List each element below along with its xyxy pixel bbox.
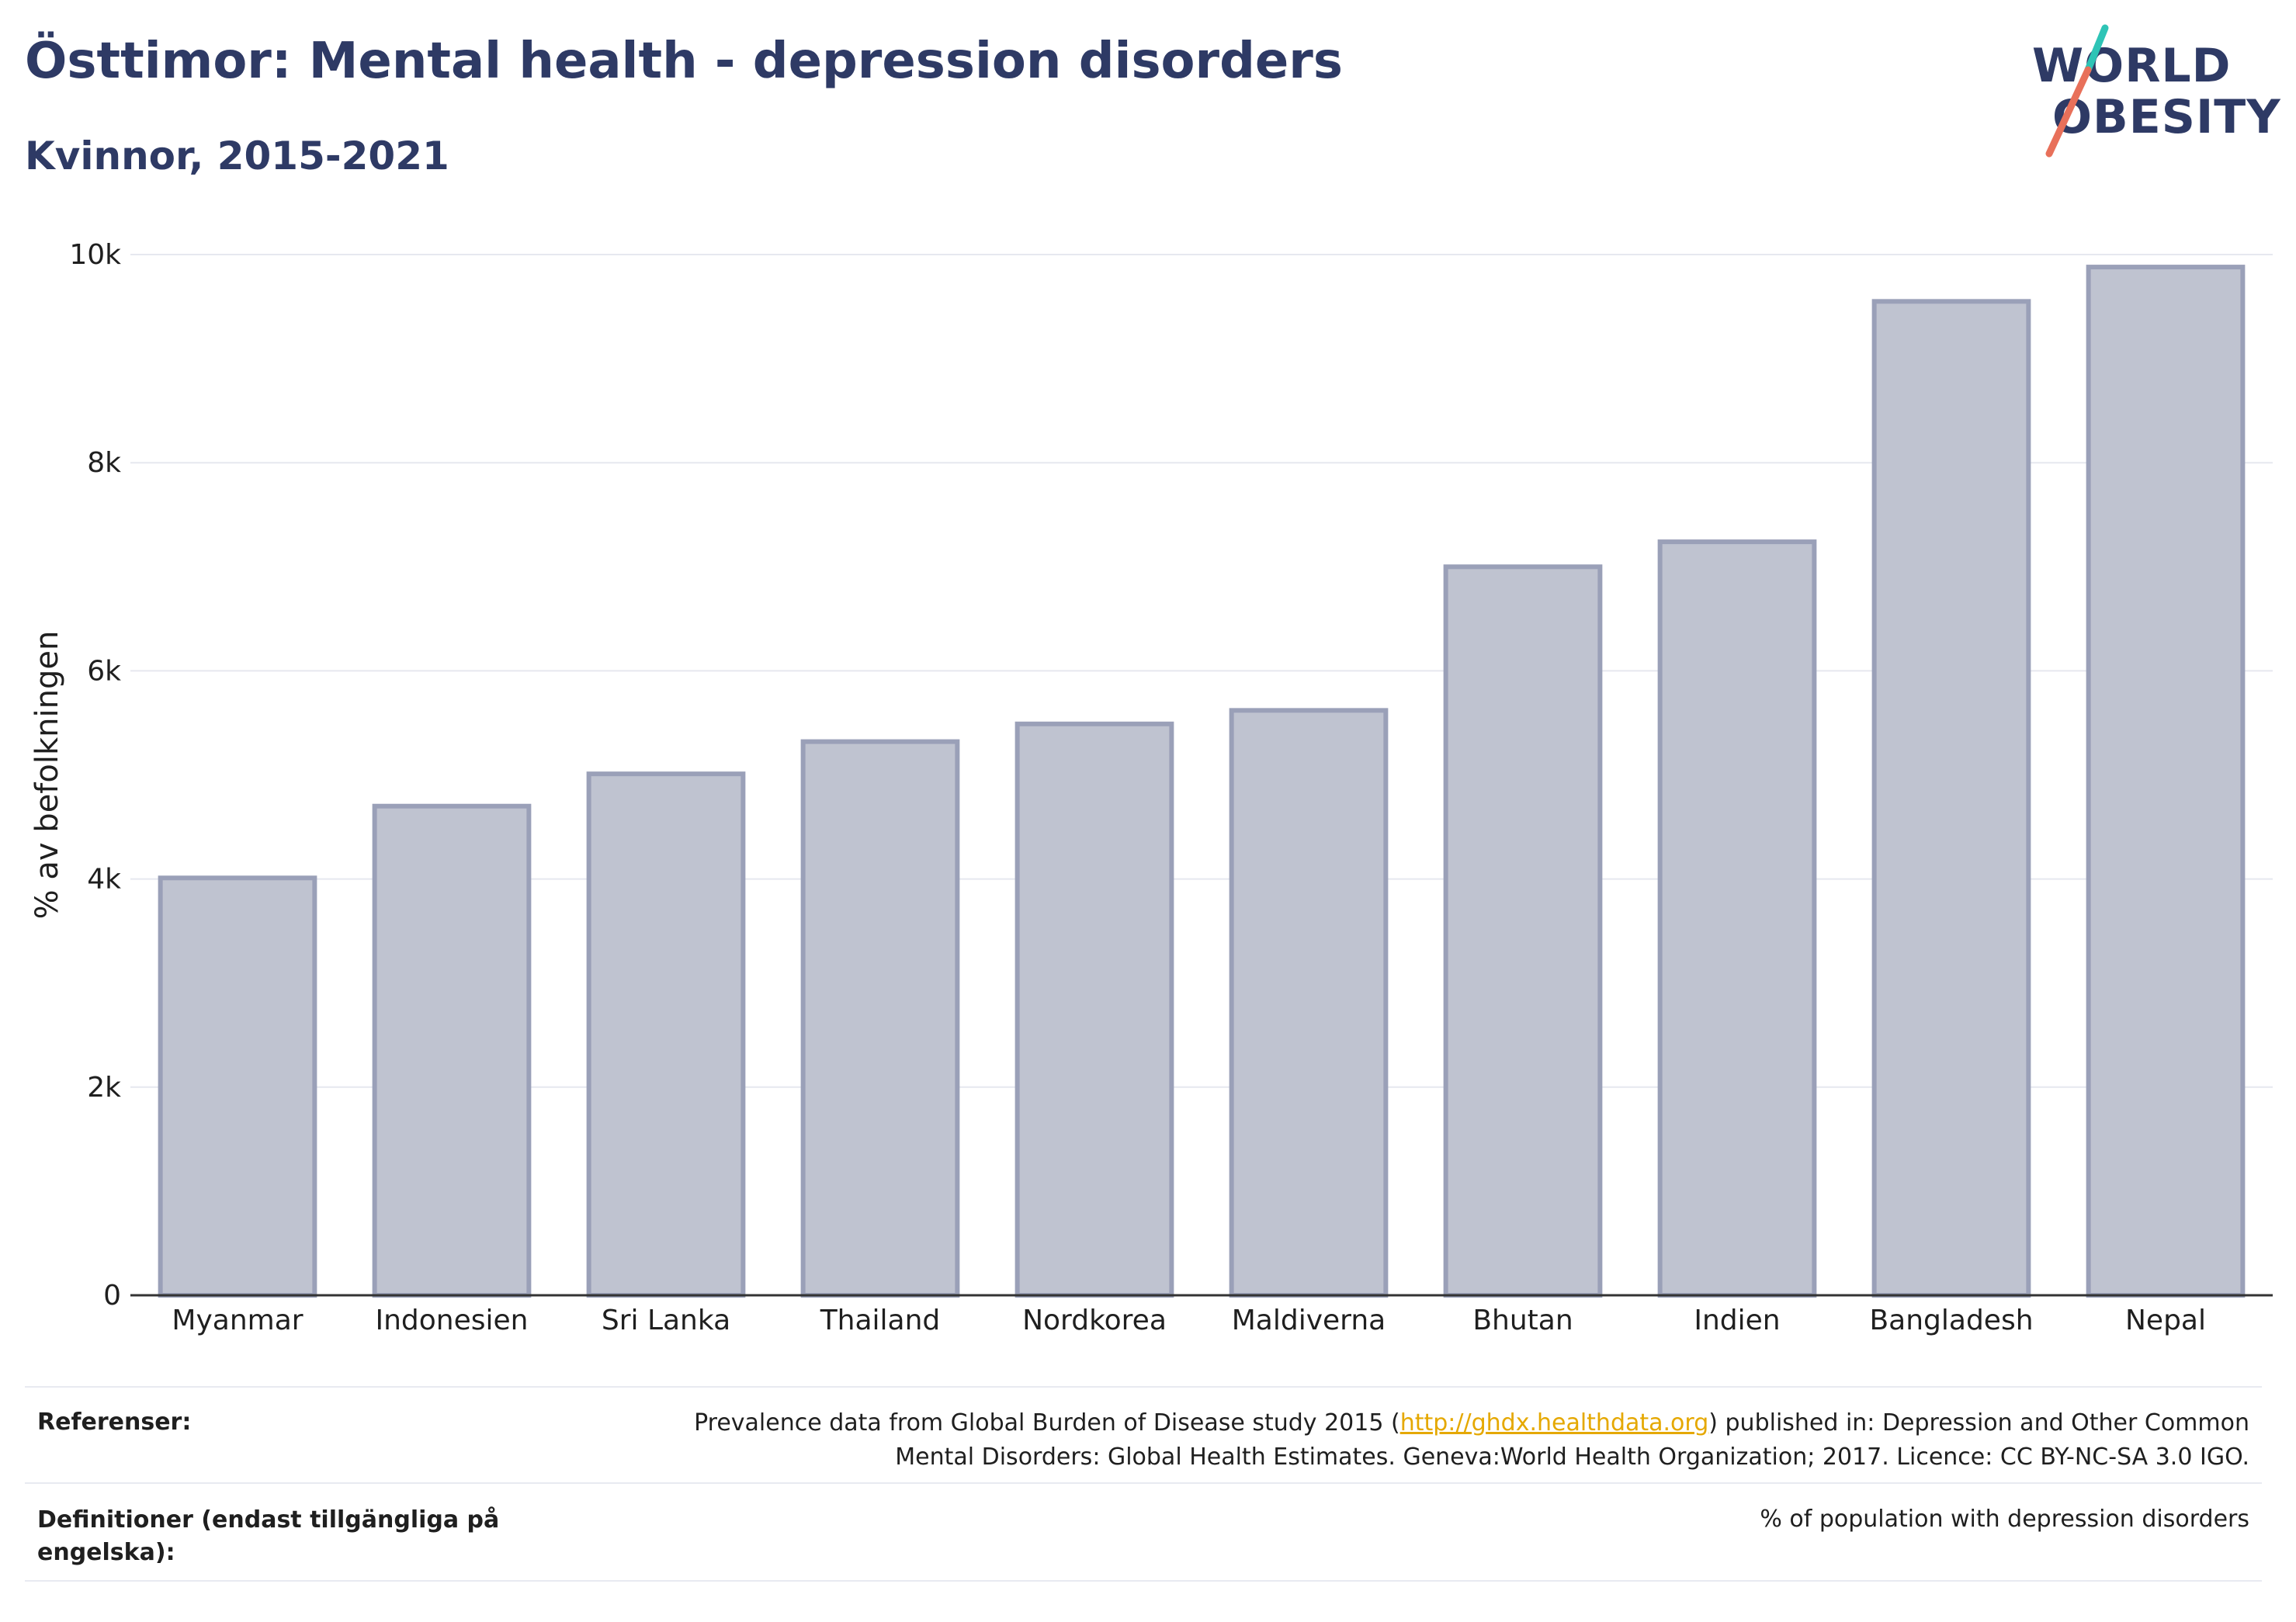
bar-nordkorea[interactable]: [1014, 721, 1174, 1298]
bar-myanmar[interactable]: [158, 875, 317, 1298]
x-tick-label: Nordkorea: [1022, 1305, 1167, 1336]
chart-subtitle: Kvinnor, 2015-2021: [25, 133, 449, 178]
y-axis-title: % av befolkningen: [29, 631, 65, 920]
references-row: Referenser: Prevalence data from Global …: [25, 1386, 2262, 1484]
y-tick-label: 4k: [87, 864, 121, 896]
bar-indonesien[interactable]: [372, 803, 532, 1298]
logo-word-1: WORLD: [2032, 39, 2232, 93]
bar-chart: 0 2k 4k 6k 8k 10k Myanmar Indonesien Sri Lanka Th…: [29, 239, 2273, 1336]
y-tick-label: 2k: [87, 1072, 121, 1104]
logo-word-2: OBESITY: [2052, 90, 2281, 144]
bar-maldiverna[interactable]: [1229, 708, 1389, 1298]
references-text: Prevalence data from Global Burden of Di…: [619, 1406, 2249, 1475]
definitions-text: % of population with depression disorder…: [1760, 1506, 2249, 1533]
references-text-pre: Prevalence data from Global Burden of Di…: [694, 1409, 1400, 1437]
bar-bhutan[interactable]: [1443, 564, 1603, 1298]
x-tick-label: Thailand: [820, 1305, 941, 1336]
x-tick-label: Bangladesh: [1869, 1305, 2033, 1336]
y-tick-label: 0: [103, 1280, 121, 1312]
references-text-post: ) published in: Depression and Other Com…: [1708, 1409, 2249, 1437]
references-link[interactable]: http://ghdx.healthdata.org: [1399, 1409, 1709, 1437]
y-tick-label: 6k: [87, 655, 121, 687]
x-tick-label: Maldiverna: [1232, 1305, 1386, 1336]
y-tick-label: 10k: [69, 239, 121, 271]
x-tick-label: Myanmar: [172, 1305, 303, 1336]
bars: [158, 265, 2246, 1298]
bar-sri-lanka[interactable]: [586, 771, 746, 1298]
bar-bangladesh[interactable]: [1871, 299, 2031, 1298]
references-text-line2: Mental Disorders: Global Health Estimate…: [895, 1444, 2249, 1471]
logo-slash-icon: [2045, 24, 2109, 158]
x-tick-label: Sri Lanka: [602, 1305, 730, 1336]
x-tick-label: Indonesien: [376, 1305, 529, 1336]
bar-nepal[interactable]: [2086, 265, 2246, 1298]
bar-thailand[interactable]: [800, 739, 960, 1298]
world-obesity-logo: WORLD OBESITY: [2018, 23, 2282, 163]
x-tick-label: Bhutan: [1472, 1305, 1573, 1336]
definitions-row: Definitioner (endast tillgängliga på eng…: [25, 1482, 2262, 1582]
references-label: Referenser:: [37, 1409, 192, 1436]
x-tick-label: Indien: [1694, 1305, 1780, 1336]
definitions-label: Definitioner (endast tillgängliga på eng…: [37, 1506, 500, 1566]
tick-labels: 0 2k 4k 6k 8k 10k Myanmar Indonesien Sri Lanka Th…: [69, 239, 2206, 1336]
bar-indien[interactable]: [1657, 539, 1817, 1298]
x-tick-label: Nepal: [2125, 1305, 2206, 1336]
chart-title: Östtimor: Mental health - depression dis…: [25, 33, 1343, 90]
y-tick-label: 8k: [87, 447, 121, 479]
